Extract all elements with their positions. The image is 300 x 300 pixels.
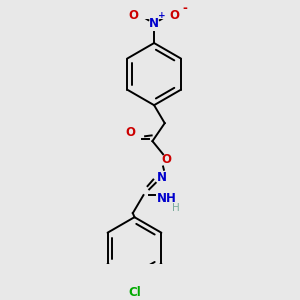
Text: H: H: [172, 203, 180, 213]
Text: O: O: [169, 9, 179, 22]
Text: N: N: [149, 17, 159, 30]
Text: Cl: Cl: [128, 286, 141, 299]
Text: -: -: [183, 2, 188, 15]
Text: O: O: [161, 153, 171, 166]
Text: O: O: [129, 9, 139, 22]
Text: NH: NH: [156, 192, 176, 205]
Text: +: +: [158, 11, 166, 20]
Text: O: O: [125, 127, 135, 140]
Text: N: N: [156, 171, 167, 184]
